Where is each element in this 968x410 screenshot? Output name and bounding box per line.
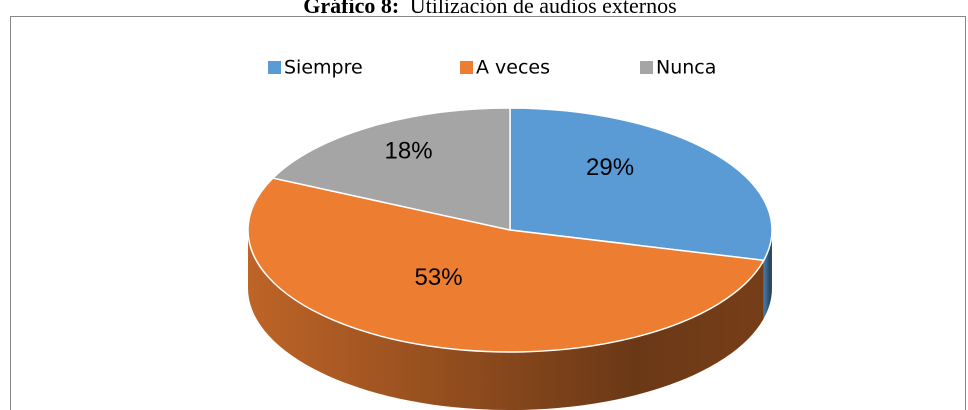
legend: Siempre A veces Nunca xyxy=(268,57,716,79)
legend-label: Nunca xyxy=(656,57,716,79)
slice xyxy=(271,107,511,231)
title-text: Utilización de audios externos xyxy=(410,0,677,18)
legend-swatch xyxy=(268,61,281,74)
slice-label: 29% xyxy=(586,154,634,181)
legend-swatch xyxy=(460,61,473,74)
slice xyxy=(509,107,773,262)
slice-labels: 29% 53% 18% xyxy=(385,138,635,291)
legend-swatch xyxy=(640,61,653,74)
figure-label: Gráfico 8: xyxy=(303,0,399,18)
pie-sides xyxy=(248,230,772,410)
legend-label: A veces xyxy=(476,57,550,79)
slice-side-shade xyxy=(248,230,764,410)
slice-label: 18% xyxy=(385,138,433,165)
title-background xyxy=(370,0,610,16)
slice-side-shade xyxy=(763,230,772,319)
slice-label: 53% xyxy=(415,264,463,291)
pie-tops xyxy=(247,107,773,353)
chart-title: Gráfico 8: Utilización de audios externo… xyxy=(303,0,676,18)
legend-label: Siempre xyxy=(284,57,363,79)
slice xyxy=(247,177,765,353)
